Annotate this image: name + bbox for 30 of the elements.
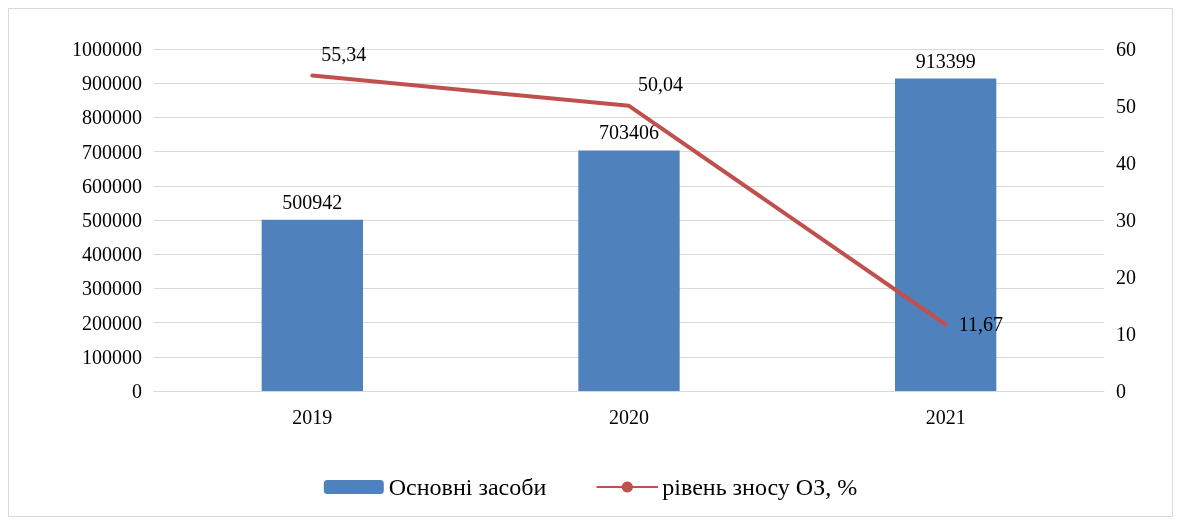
- y-tick-label: 200000: [82, 311, 142, 334]
- y-tick-label: 300000: [82, 277, 142, 300]
- y2-tick-label: 30: [1116, 209, 1136, 231]
- x-tick-label: 2020: [609, 406, 649, 428]
- y2-tick-label: 40: [1116, 152, 1136, 174]
- y-tick-label: 100000: [82, 345, 142, 368]
- data-label: 703406: [599, 121, 659, 144]
- y-tick-label: 500000: [82, 209, 142, 231]
- legend-label: рівень зносу ОЗ, %: [662, 474, 858, 500]
- y-tick-label: 0: [132, 380, 142, 402]
- y2-tick-label: 0: [1116, 380, 1126, 402]
- y-tick-label: 600000: [82, 174, 142, 197]
- data-label: 500942: [282, 190, 343, 213]
- bar: [261, 219, 363, 391]
- x-tick-label: 2021: [925, 406, 966, 428]
- x-tick-label: 2019: [292, 406, 333, 428]
- y2-tick-label: 10: [1116, 323, 1136, 345]
- y2-tick-label: 50: [1116, 95, 1136, 117]
- bar: [578, 150, 680, 391]
- y-tick-label: 400000: [82, 243, 142, 266]
- legend-label: Основні засоби: [388, 474, 547, 500]
- data-label: 913399: [915, 49, 976, 72]
- y2-tick-label: 60: [1116, 38, 1136, 60]
- y-tick-label: 700000: [82, 140, 142, 163]
- y-tick-label: 800000: [82, 106, 142, 129]
- data-label: 55,34: [321, 42, 367, 65]
- y2-tick-label: 20: [1116, 266, 1136, 288]
- y-tick-label: 1000000: [72, 38, 142, 60]
- data-label: 50,04: [638, 72, 683, 95]
- y-tick-label: 900000: [82, 72, 142, 95]
